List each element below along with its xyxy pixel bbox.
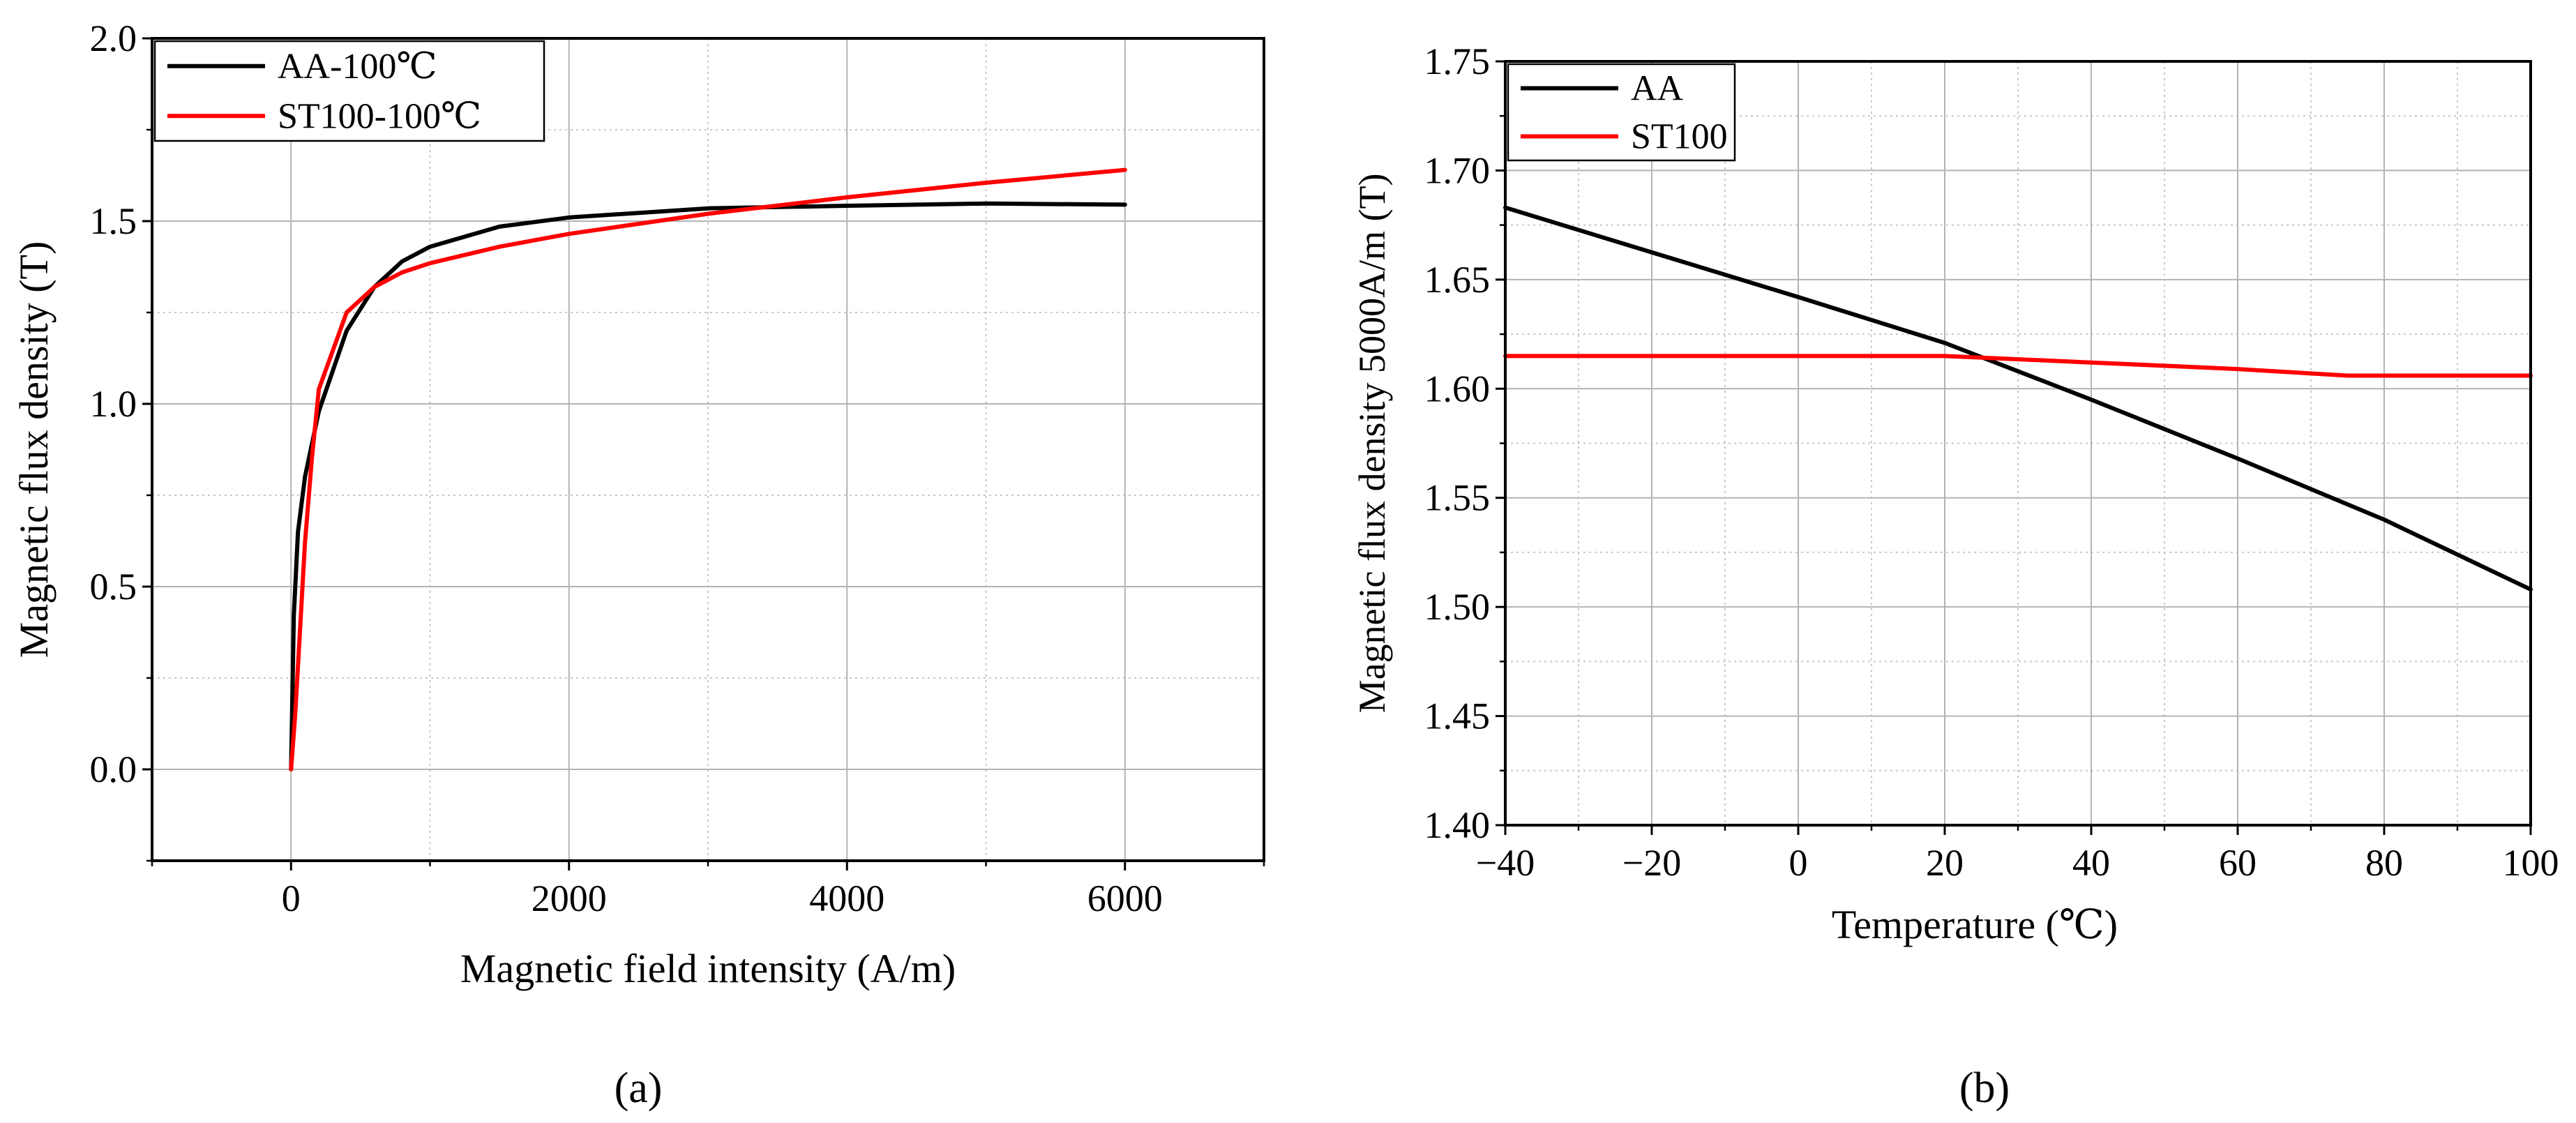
- legend-label-0: AA: [1631, 69, 1684, 109]
- x-tick-label: 80: [2365, 842, 2403, 884]
- legend-label-1: ST100-100℃: [278, 96, 481, 136]
- chart-panel-a: 0 2000 4000 6000 0.0 0.5 1.0 1.5 2.0 Magnetic fie…: [11, 17, 1265, 1112]
- chart-panel-b: −40 −20 0 20 40 60 80 100 1.40 1.45 1.50 1.55 1.60 1.…: [1351, 40, 2559, 1112]
- legend-label-0: AA-100℃: [278, 47, 437, 86]
- x-tick-label: 60: [2219, 842, 2257, 884]
- y-tick-label: 2.0: [90, 17, 137, 59]
- x-tick-label: 100: [2503, 842, 2559, 884]
- y-tick-label: 0.0: [90, 748, 137, 790]
- x-tick-label: −20: [1622, 842, 1681, 884]
- y-tick-label: 1.50: [1424, 586, 1491, 628]
- x-tick-label: −40: [1476, 842, 1535, 884]
- legend-box: [153, 40, 545, 142]
- x-axis-label: Temperature (℃): [1832, 902, 2118, 947]
- series-line-1: [289, 167, 1127, 771]
- x-tick-label: 2000: [532, 877, 607, 919]
- y-tick-label: 1.45: [1424, 695, 1491, 737]
- y-tick-label: 1.0: [90, 383, 137, 425]
- y-tick-label: 1.75: [1424, 40, 1491, 82]
- series-line-1: [1503, 354, 2533, 378]
- y-tick-label: 1.70: [1424, 149, 1491, 191]
- x-tick-label: 6000: [1087, 877, 1163, 919]
- x-tick-label: 40: [2072, 842, 2110, 884]
- y-tick-label: 0.5: [90, 566, 137, 608]
- legend-label-1: ST100: [1631, 117, 1728, 157]
- y-axis-label: Magnetic flux density 5000A/m (T): [1351, 174, 1393, 714]
- y-tick-label: 1.5: [90, 200, 137, 242]
- panel-label: (b): [1959, 1064, 2010, 1112]
- x-tick-label: 0: [1789, 842, 1808, 884]
- x-tick-label: 20: [1926, 842, 1964, 884]
- y-axis-label: Magnetic flux density (T): [11, 241, 57, 658]
- y-tick-label: 1.60: [1424, 368, 1491, 409]
- y-tick-label: 1.40: [1424, 804, 1491, 846]
- y-tick-label: 1.65: [1424, 259, 1491, 301]
- series-line-0: [1503, 205, 2533, 592]
- panel-label: (a): [615, 1064, 663, 1112]
- y-tick-label: 1.55: [1424, 477, 1491, 519]
- x-axis-label: Magnetic field intensity (A/m): [460, 946, 956, 991]
- series-line-0: [289, 201, 1127, 771]
- x-tick-label: 0: [282, 877, 301, 919]
- legend-box: [1507, 63, 1736, 162]
- x-tick-label: 4000: [809, 877, 884, 919]
